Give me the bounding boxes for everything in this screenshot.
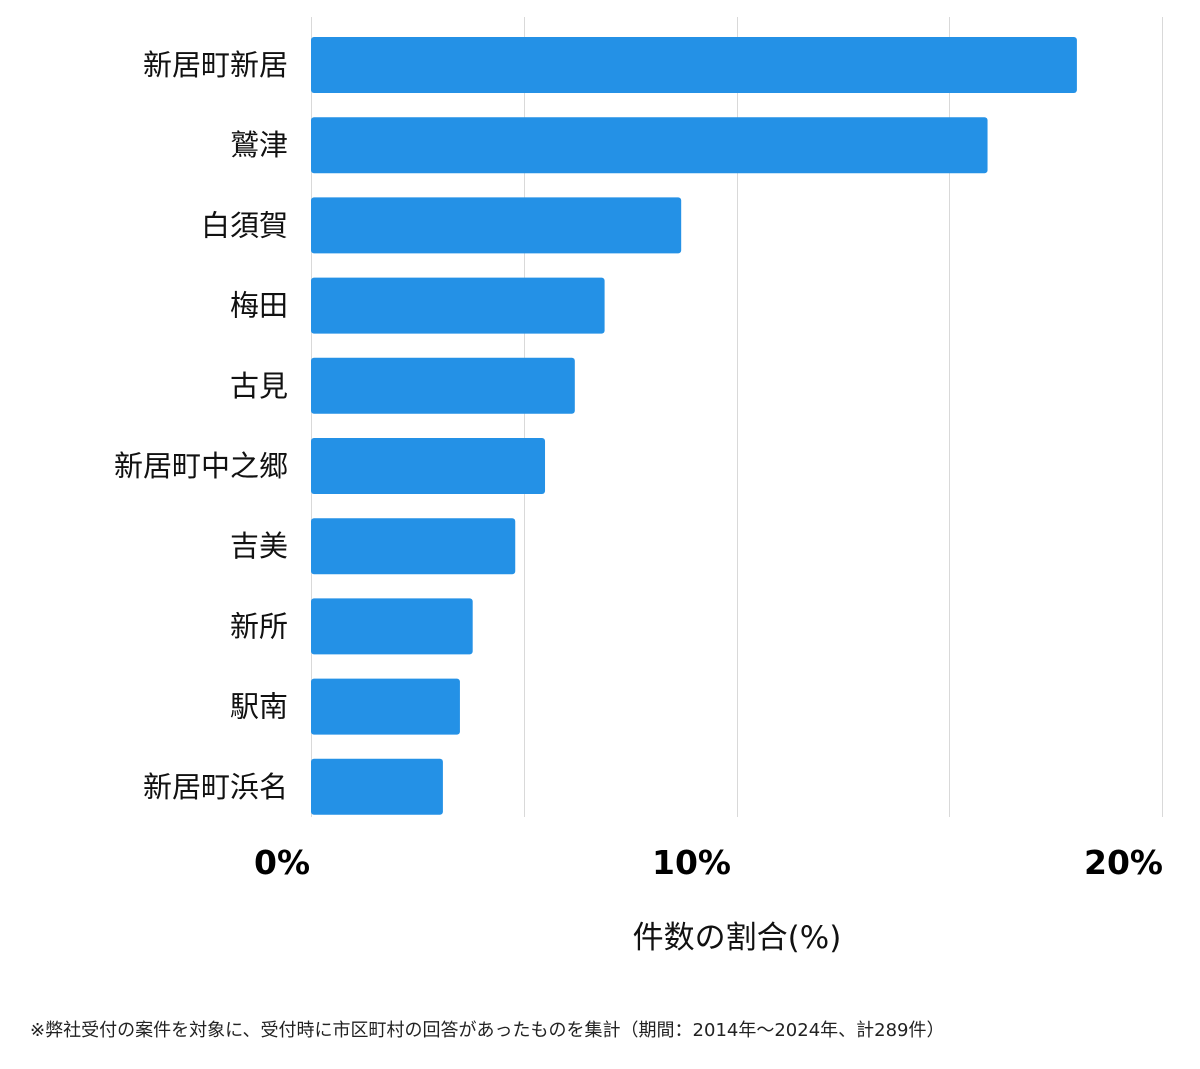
- bar: [311, 197, 682, 254]
- category-label: 鷲津: [230, 128, 288, 162]
- category-label: 新居町新居: [143, 48, 288, 82]
- bar: [311, 277, 605, 334]
- category-label: 吉美: [230, 529, 288, 563]
- category-label: 新居町浜名: [143, 770, 288, 804]
- bar: [311, 518, 516, 575]
- bar: [311, 758, 443, 815]
- category-label: 梅田: [230, 289, 288, 323]
- bar: [311, 438, 546, 494]
- bars: [311, 37, 1077, 815]
- category-label: 駅南: [230, 690, 288, 724]
- footnote: ※弊社受付の案件を対象に、受付時に市区町村の回答があったものを集計（期間：201…: [30, 1020, 945, 1041]
- x-tick-labels: 0% 10% 20%: [254, 843, 1163, 882]
- category-label: 白須賀: [201, 208, 288, 242]
- category-label: 新居町中之郷: [114, 449, 288, 483]
- bar: [311, 678, 460, 735]
- bar: [311, 357, 575, 414]
- x-tick-label: 10%: [652, 843, 731, 882]
- bar: [311, 117, 988, 174]
- category-label: 新所: [230, 609, 288, 643]
- category-label: 古見: [230, 369, 288, 403]
- x-tick-label: 20%: [1084, 843, 1163, 882]
- x-axis-title: 件数の割合(%): [633, 920, 842, 956]
- x-tick-label: 0%: [254, 843, 310, 882]
- bar: [311, 37, 1077, 93]
- bar: [311, 598, 473, 655]
